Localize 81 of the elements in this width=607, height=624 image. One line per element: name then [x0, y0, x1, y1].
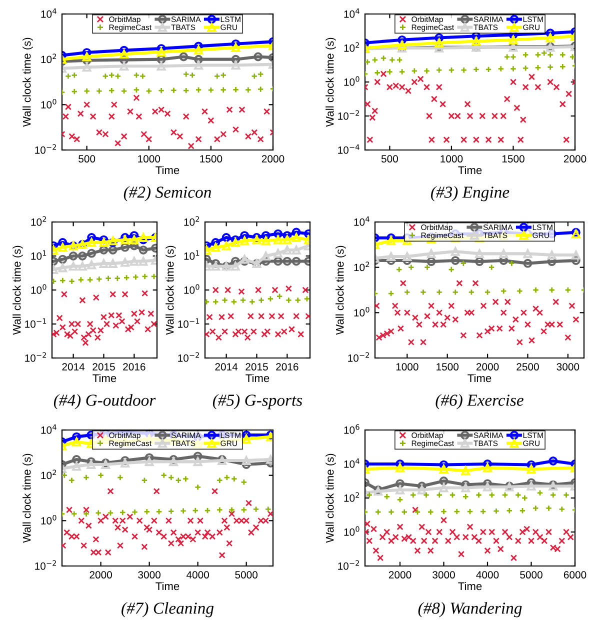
- y-tick-label: 10$^{1}$: [31, 250, 46, 260]
- text: (#8) Wandering: [418, 602, 522, 618]
- y-tick-label: 10$^{2}$: [41, 54, 56, 64]
- y-tick-label: 10$^{0}$: [41, 98, 56, 108]
- text: (#4) G-outdoor: [54, 394, 156, 410]
- y-tick-label: 10$^{−1}$: [178, 318, 200, 328]
- x-axis-title: Time: [246, 374, 270, 382]
- y-tick-label: 10$^{2}$: [41, 470, 56, 480]
- y-tick-label: 10$^{4}$: [41, 8, 56, 18]
- y-tick-label: 10$^{0}$: [41, 514, 56, 524]
- x-tick-label: 6000: [564, 571, 586, 579]
- x-tick-label: 1000: [440, 155, 463, 163]
- x-tick-label: 2000: [476, 363, 499, 371]
- x-tick-label: 2014: [62, 363, 85, 371]
- x-tick-label: 1500: [502, 155, 524, 163]
- x-tick-label: 3000: [432, 571, 455, 579]
- y-tick-label: 10$^{−2}$: [178, 352, 200, 362]
- x-tick-label: 2000: [90, 571, 112, 579]
- y-tick-label: 10$^{−2}$: [35, 144, 56, 154]
- x-tick-label: 5000: [520, 571, 542, 579]
- y-tick-label: 10$^{0}$: [344, 76, 360, 86]
- y-tick-label: 10$^{4}$: [344, 458, 360, 468]
- x-tick-label: 1000: [138, 155, 160, 163]
- x-tick-label: 500: [381, 155, 398, 163]
- y-tick-label: 10$^{0}$: [31, 284, 46, 294]
- x-tick-label: 2000: [262, 155, 284, 163]
- x-tick-label: 2014: [215, 363, 238, 371]
- x-tick-label: 2016: [123, 363, 146, 371]
- x-axis-title: Time: [156, 582, 180, 590]
- text: (#3) Engine: [431, 186, 510, 202]
- y-tick-label: 10$^{−4}$: [338, 144, 360, 154]
- x-tick-label: 3000: [556, 363, 580, 371]
- x-axis-title: Time: [92, 374, 116, 382]
- y-tick-label: 10$^{0}$: [184, 284, 200, 294]
- x-tick-label: 1500: [200, 155, 222, 163]
- y-axis-title: Wall clock time (s): [12, 246, 23, 335]
- y-tick-label: 10$^{4}$: [41, 424, 56, 434]
- y-tick-label: 10$^{−2}$: [338, 560, 360, 570]
- y-tick-label: 10$^{2}$: [344, 492, 360, 502]
- y-tick-label: 10$^{4}$: [344, 8, 360, 18]
- y-axis-title: Wall clock time (s): [22, 38, 33, 127]
- x-tick-label: 2000: [388, 571, 412, 579]
- y-tick-label: 10$^{2}$: [184, 216, 200, 226]
- x-tick-label: 500: [78, 155, 96, 163]
- y-tick-label: 10$^{1}$: [184, 250, 200, 260]
- x-tick-label: 5000: [235, 571, 258, 579]
- y-tick-label: 10$^{2}$: [344, 42, 360, 52]
- text: (#6) Exercise: [436, 394, 524, 410]
- x-tick-label: 3000: [138, 571, 160, 579]
- x-tick-label: 2000: [564, 155, 586, 163]
- x-tick-label: 2015: [246, 363, 268, 371]
- y-tick-label: 10$^{0}$: [344, 526, 360, 536]
- x-tick-label: 1500: [436, 363, 459, 371]
- x-tick-label: 2500: [516, 363, 539, 371]
- y-tick-label: 10$^{4}$: [354, 216, 370, 226]
- y-axis-title: Wall clock time (s): [326, 38, 336, 127]
- x-tick-label: 1000: [396, 363, 418, 371]
- y-tick-label: 10$^{2}$: [31, 216, 46, 226]
- text: (#2) Semicon: [124, 186, 212, 202]
- x-axis-title: Time: [468, 374, 492, 382]
- y-axis-title: Wall clock time (s): [22, 454, 33, 543]
- x-tick-label: 4000: [186, 571, 209, 579]
- x-tick-label: 2015: [92, 363, 115, 371]
- y-axis-title: Wall clock time (s): [326, 454, 336, 543]
- y-tick-label: 10$^{−2}$: [338, 110, 360, 120]
- x-axis-title: Time: [458, 166, 482, 174]
- y-tick-label: 10$^{−2}$: [25, 352, 46, 362]
- y-tick-label: 10$^{−1}$: [25, 318, 46, 328]
- x-tick-label: 2016: [276, 363, 298, 371]
- y-tick-label: 10$^{−2}$: [35, 560, 56, 570]
- y-tick-label: 10$^{0}$: [354, 306, 370, 316]
- y-axis-title: Wall clock time (s): [336, 246, 346, 335]
- x-tick-label: 4000: [476, 571, 499, 579]
- y-tick-label: 10$^{2}$: [354, 262, 370, 272]
- x-axis-title: Time: [458, 582, 482, 590]
- y-axis-title: Wall clock time (s): [166, 246, 176, 335]
- y-tick-label: 10$^{6}$: [344, 424, 360, 434]
- y-tick-label: 10$^{−2}$: [348, 352, 370, 362]
- x-axis-title: Time: [156, 166, 180, 174]
- text: (#5) G-sports: [212, 394, 302, 410]
- text: (#7) Cleaning: [122, 602, 214, 618]
